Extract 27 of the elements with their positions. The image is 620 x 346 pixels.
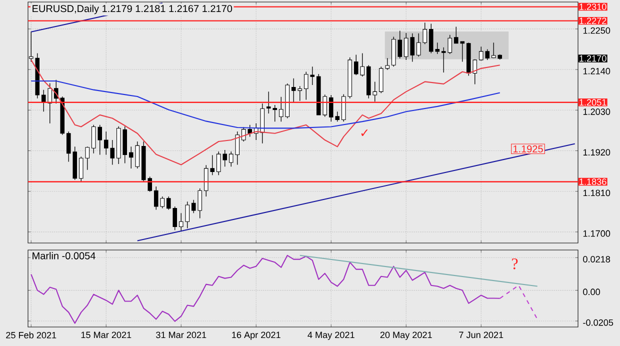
chart-title: EURUSD,Daily 1.2179 1.2181 1.2167 1.2170	[32, 4, 232, 14]
y-tick-label: 0.0218	[583, 256, 610, 262]
y-tick-label: 1.1810	[583, 190, 610, 196]
ref-line-label: 1.2272	[580, 18, 606, 24]
x-tick-label: 31 Mar 2021	[156, 332, 206, 338]
x-tick-label: 4 May 2021	[308, 332, 354, 340]
x-tick-label: 16 Apr 2021	[232, 332, 280, 340]
annotation: ?	[512, 258, 518, 270]
y-tick-label: 1.2250	[583, 27, 610, 34]
ref-line-label: 1.1836	[580, 178, 606, 185]
annotation: 1.1925	[513, 145, 543, 152]
ref-line-label: 1.2310	[580, 4, 606, 10]
y-tick-label: 1.2140	[583, 68, 610, 74]
annotation: ✓	[361, 130, 368, 136]
x-tick-label: 20 May 2021	[380, 332, 432, 340]
chart-title: Marlin -0.0054	[32, 252, 96, 260]
x-tick-label: 7 Jun 2021	[459, 332, 504, 338]
x-tick-label: 25 Feb 2021	[6, 332, 56, 338]
y-tick-label: 1.1920	[583, 149, 610, 156]
y-tick-label: 1.2030	[583, 108, 610, 115]
x-tick-label: 15 Mar 2021	[81, 332, 132, 338]
y-tick-label: 1.1700	[583, 230, 610, 237]
text: 1.2170	[580, 55, 606, 62]
line-series	[30, 80, 500, 129]
y-tick-label: 0.00	[583, 288, 600, 296]
ref-line-label: 1.2051	[580, 99, 606, 106]
y-tick-label: -0.0205	[583, 319, 614, 326]
